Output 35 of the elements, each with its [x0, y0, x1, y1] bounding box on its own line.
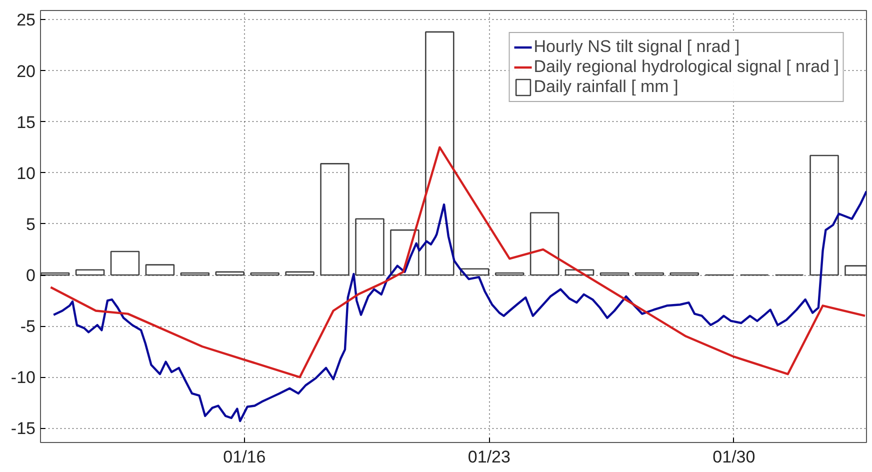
bar — [285, 271, 314, 276]
bar — [670, 272, 700, 276]
x-tick-label: 01/30 — [712, 448, 756, 466]
bar — [460, 268, 490, 276]
y-tick-label: -10 — [10, 368, 36, 388]
bar — [355, 218, 384, 276]
bar — [634, 272, 664, 276]
bar — [75, 269, 105, 276]
y-tick-label: -15 — [10, 419, 36, 438]
bar — [320, 163, 350, 276]
y-tick-label: 25 — [16, 10, 36, 30]
legend-label: Hourly NS tilt signal [ nrad ] — [534, 37, 740, 57]
bar — [530, 212, 560, 276]
x-tick-label: 01/16 — [223, 448, 266, 466]
legend-label: Daily rainfall [ mm ] — [534, 77, 678, 97]
bar — [40, 272, 70, 276]
x-tick-label: 01/23 — [468, 448, 510, 466]
bar — [810, 154, 839, 276]
bar — [425, 31, 454, 276]
bar — [110, 250, 140, 276]
y-tick-label: 0 — [26, 266, 36, 286]
bar — [564, 269, 594, 276]
y-tick-label: 10 — [16, 164, 36, 183]
y-tick-label: 15 — [16, 112, 36, 132]
bar — [180, 272, 210, 276]
bar — [250, 272, 280, 276]
bar — [145, 264, 175, 276]
bar — [600, 272, 630, 276]
bar — [494, 272, 524, 276]
y-tick-label: 5 — [26, 214, 36, 234]
bar — [390, 229, 420, 276]
y-tick-label: -5 — [20, 317, 36, 336]
legend-label: Daily regional hydrological signal [ nrad ] — [534, 57, 839, 77]
y-tick-label: 20 — [16, 62, 36, 81]
bar — [215, 271, 245, 276]
